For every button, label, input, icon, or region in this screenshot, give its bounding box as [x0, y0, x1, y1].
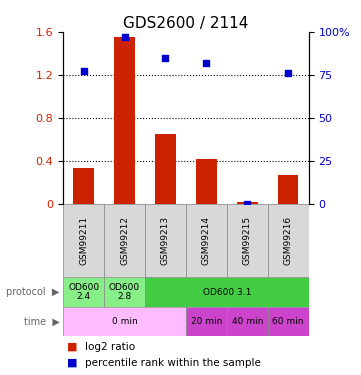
Text: log2 ratio: log2 ratio [85, 342, 135, 352]
Text: protocol  ▶: protocol ▶ [6, 287, 60, 297]
Bar [73, 168, 94, 204]
Bar [227, 204, 268, 278]
Bar [63, 204, 104, 278]
Bar [227, 307, 268, 336]
Text: time  ▶: time ▶ [24, 316, 60, 327]
Point [81, 68, 87, 74]
Point [122, 34, 127, 40]
Text: OD600 3.1: OD600 3.1 [203, 288, 251, 297]
Bar [63, 278, 104, 307]
Text: OD600
2.8: OD600 2.8 [109, 283, 140, 302]
Point [162, 55, 168, 61]
Text: 60 min: 60 min [273, 317, 304, 326]
Point [204, 60, 209, 66]
Text: GSM99212: GSM99212 [120, 216, 129, 265]
Text: GSM99213: GSM99213 [161, 216, 170, 265]
Text: percentile rank within the sample: percentile rank within the sample [85, 358, 261, 368]
Text: GSM99216: GSM99216 [284, 216, 293, 265]
Bar [268, 307, 309, 336]
Text: 0 min: 0 min [112, 317, 138, 326]
Bar [186, 307, 227, 336]
Bar [104, 278, 145, 307]
Point [244, 201, 250, 207]
Bar [155, 134, 176, 204]
Bar [186, 204, 227, 278]
Text: ■: ■ [67, 358, 77, 368]
Bar [145, 278, 309, 307]
Bar [268, 204, 309, 278]
Title: GDS2600 / 2114: GDS2600 / 2114 [123, 16, 249, 31]
Bar [196, 159, 217, 204]
Bar [278, 175, 299, 204]
Text: 40 min: 40 min [232, 317, 263, 326]
Text: 20 min: 20 min [191, 317, 222, 326]
Bar [104, 204, 145, 278]
Bar [63, 307, 186, 336]
Text: GSM99214: GSM99214 [202, 216, 211, 265]
Text: OD600
2.4: OD600 2.4 [68, 283, 99, 302]
Bar [237, 202, 257, 204]
Text: GSM99215: GSM99215 [243, 216, 252, 265]
Point [285, 70, 291, 76]
Text: ■: ■ [67, 342, 77, 352]
Bar [114, 37, 135, 204]
Text: GSM99211: GSM99211 [79, 216, 88, 265]
Bar [145, 204, 186, 278]
